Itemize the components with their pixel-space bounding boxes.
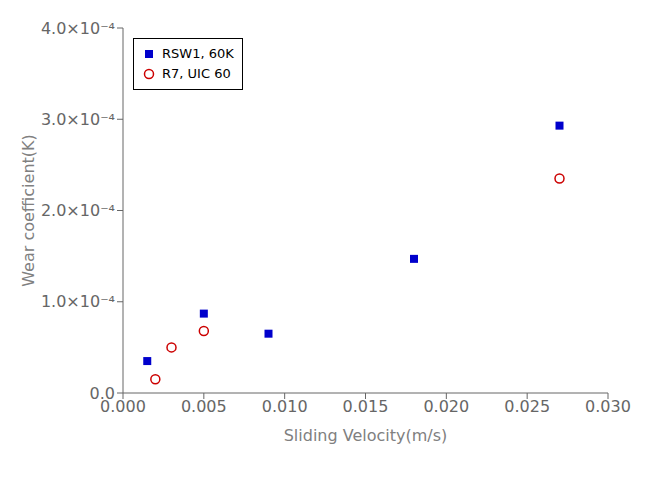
svg-text:0.025: 0.025 [504, 397, 550, 416]
svg-text:Sliding Velocity(m/s): Sliding Velocity(m/s) [284, 426, 448, 445]
svg-text:0.005: 0.005 [181, 397, 227, 416]
svg-text:4.0×10⁻⁴: 4.0×10⁻⁴ [41, 19, 115, 38]
svg-text:2.0×10⁻⁴: 2.0×10⁻⁴ [41, 201, 115, 220]
svg-text:Wear coefficient(K): Wear coefficient(K) [19, 134, 38, 287]
svg-text:0.015: 0.015 [343, 397, 389, 416]
svg-text:1.0×10⁻⁴: 1.0×10⁻⁴ [41, 292, 115, 311]
svg-text:0.010: 0.010 [262, 397, 308, 416]
svg-text:0.000: 0.000 [100, 397, 146, 417]
svg-text:0.020: 0.020 [423, 397, 469, 416]
svg-text:0.030: 0.030 [585, 397, 631, 416]
svg-text:0.0: 0.0 [90, 384, 115, 403]
html-text:R7, UIC 60: R7, UIC 60 [162, 66, 231, 81]
html-text:RSW1, 60K: RSW1, 60K [162, 46, 234, 61]
svg-text:3.0×10⁻⁴: 3.0×10⁻⁴ [41, 110, 115, 129]
